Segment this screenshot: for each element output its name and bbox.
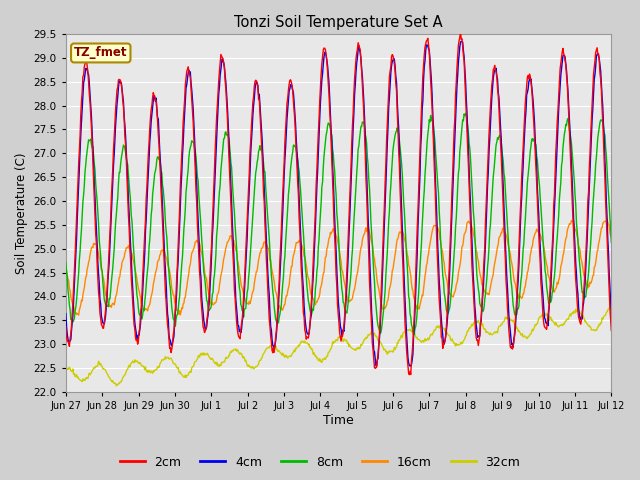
Text: TZ_fmet: TZ_fmet — [74, 47, 127, 60]
Y-axis label: Soil Temperature (C): Soil Temperature (C) — [15, 152, 28, 274]
X-axis label: Time: Time — [323, 414, 354, 427]
Legend: 2cm, 4cm, 8cm, 16cm, 32cm: 2cm, 4cm, 8cm, 16cm, 32cm — [115, 451, 525, 474]
Title: Tonzi Soil Temperature Set A: Tonzi Soil Temperature Set A — [234, 15, 443, 30]
